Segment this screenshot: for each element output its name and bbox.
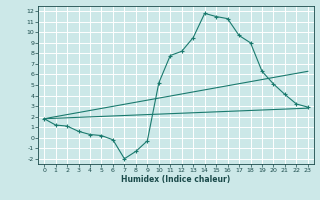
X-axis label: Humidex (Indice chaleur): Humidex (Indice chaleur) <box>121 175 231 184</box>
